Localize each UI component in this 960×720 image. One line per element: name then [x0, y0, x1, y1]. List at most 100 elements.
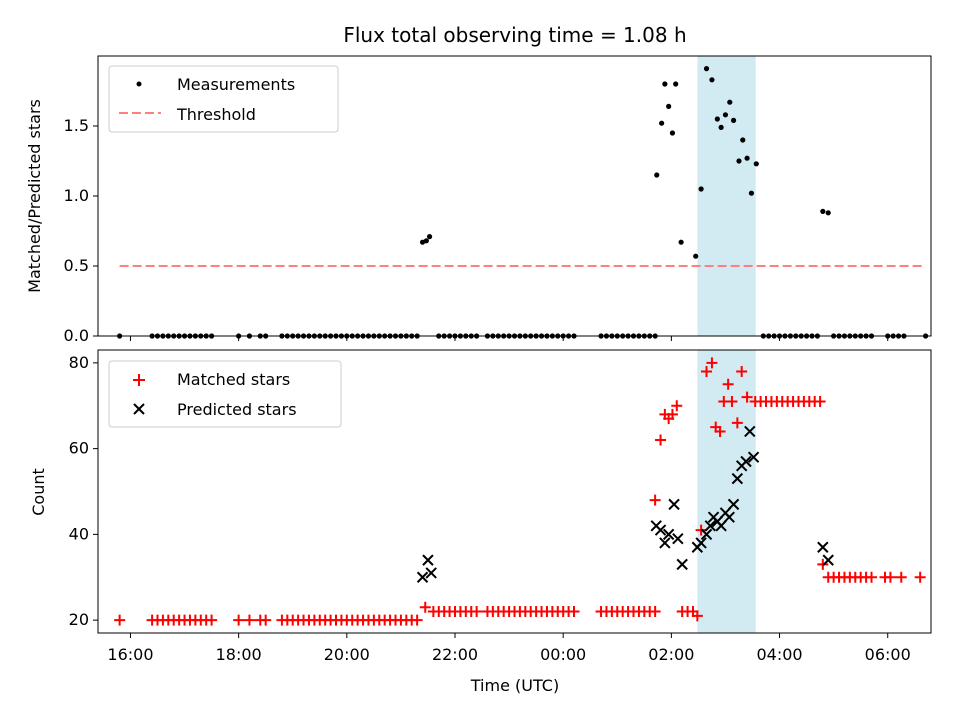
measurement-point [820, 208, 826, 214]
bottom-y-axis-label: Count [29, 468, 48, 516]
measurement-point [669, 130, 676, 136]
measurement-point [722, 112, 729, 118]
matched-star-marker [714, 425, 726, 437]
predicted-star-marker [659, 537, 671, 549]
matched-star-marker [884, 571, 896, 583]
measurement-point [714, 116, 720, 122]
matched-star-marker [411, 614, 423, 626]
measurement-point [709, 77, 715, 83]
measurement-point [718, 124, 724, 130]
bottom-axes-frame [97, 349, 932, 634]
legend-predicted-marker [133, 403, 145, 415]
predicted-star-marker [822, 554, 834, 566]
predicted-star-marker [731, 472, 744, 485]
x-axis-label: Time (UTC) [470, 676, 559, 695]
predicted-star-marker [747, 451, 760, 463]
bottom-panel: 20 40 60 80 16:00 18:00 20:00 22:00 00:00 02:00 0… [29, 349, 932, 695]
predicted-star-marker [662, 528, 675, 541]
measurement-point [693, 253, 699, 259]
matched-star-marker [260, 614, 272, 626]
measurement-point [744, 155, 750, 161]
measurement-point [748, 190, 755, 196]
matched-star-marker [866, 571, 877, 583]
matched-star-marker [419, 601, 431, 613]
top-legend: Measurements Threshold [108, 65, 339, 133]
y-tick-label: 60 [69, 439, 89, 458]
measurement-point [426, 234, 433, 240]
chart-title: Flux total observing time = 1.08 h [343, 23, 686, 47]
matched-star-marker [726, 395, 738, 407]
matched-star-marker [671, 400, 683, 412]
legend-predicted-label: Predicted stars [177, 400, 297, 419]
legend-matched-marker [133, 374, 145, 386]
matched-star-marker [649, 494, 661, 506]
measurement-point [698, 186, 704, 192]
matched-star-marker [114, 614, 126, 626]
predicted-star-marker [723, 511, 735, 523]
matched-star-marker [206, 614, 218, 626]
matched-star-marker [706, 357, 718, 369]
y-tick-label: 0.5 [64, 256, 89, 275]
measurement-point [654, 172, 660, 178]
predicted-star-marker [422, 554, 434, 566]
legend-measurements-label: Measurements [177, 75, 295, 94]
matched-star-marker [471, 606, 483, 618]
x-tick-label: 02:00 [648, 645, 694, 664]
matched-star-marker [701, 365, 713, 377]
matched-star-marker [722, 378, 734, 390]
top-legend-box [108, 65, 339, 133]
bottom-legend: Matched stars Predicted stars [108, 360, 342, 428]
matched-star-marker [233, 614, 245, 626]
matched-star-marker [731, 417, 743, 429]
x-tick-label: 04:00 [756, 645, 802, 664]
x-tick-label: 18:00 [216, 645, 262, 664]
measurement-point [423, 238, 429, 244]
predicted-star-marker [817, 541, 829, 553]
y-tick-label: 1.0 [64, 186, 89, 205]
matched-star-marker [649, 606, 661, 618]
predicted-star-marker [654, 524, 667, 536]
measurement-point [659, 120, 665, 126]
measurement-point [727, 99, 733, 105]
predicted-star-marker [715, 520, 727, 532]
x-tick-label: 06:00 [865, 645, 911, 664]
x-tick-label: 00:00 [540, 645, 586, 664]
y-tick-label: 40 [69, 524, 89, 543]
predicted-star-marker [744, 425, 756, 438]
measurement-point [703, 66, 710, 72]
x-tick-label: 20:00 [324, 645, 370, 664]
highlight-span [697, 56, 756, 336]
measurement-point [673, 81, 679, 87]
y-tick-label: 0.0 [64, 326, 89, 345]
bottom-legend-box [108, 360, 342, 428]
matched-star-marker [914, 571, 926, 583]
top-panel: 0.0 0.5 1.0 1.5 Matched/Predicted stars Mea… [25, 55, 932, 345]
measurement-point [730, 117, 737, 123]
top-y-axis-label: Matched/Predicted stars [25, 99, 44, 293]
matched-star-marker [243, 614, 255, 626]
matched-star-marker [568, 606, 580, 618]
x-tick-label: 16:00 [107, 645, 153, 664]
predicted-star-marker [672, 532, 684, 545]
matched-star-marker [666, 408, 678, 420]
predicted-star-marker [416, 571, 429, 583]
matched-star-marker [691, 610, 703, 622]
y-tick-label: 1.5 [64, 116, 89, 135]
measurement-point [825, 210, 831, 216]
predicted-star-marker [676, 558, 688, 571]
predicted-star-marker [740, 455, 752, 468]
measurement-point [666, 103, 672, 109]
matched-star-marker [741, 391, 753, 403]
legend-threshold-label: Threshold [176, 105, 256, 124]
measurement-point [678, 239, 684, 245]
measurement-point [740, 137, 746, 143]
y-tick-label: 20 [69, 610, 89, 629]
y-tick-label: 80 [69, 353, 89, 372]
predicted-star-marker [425, 567, 437, 579]
predicted-star-marker [668, 498, 680, 511]
matched-star-marker [895, 571, 907, 583]
matched-star-marker [814, 395, 826, 407]
measurement-point [662, 81, 668, 87]
predicted-star-marker [727, 498, 740, 511]
